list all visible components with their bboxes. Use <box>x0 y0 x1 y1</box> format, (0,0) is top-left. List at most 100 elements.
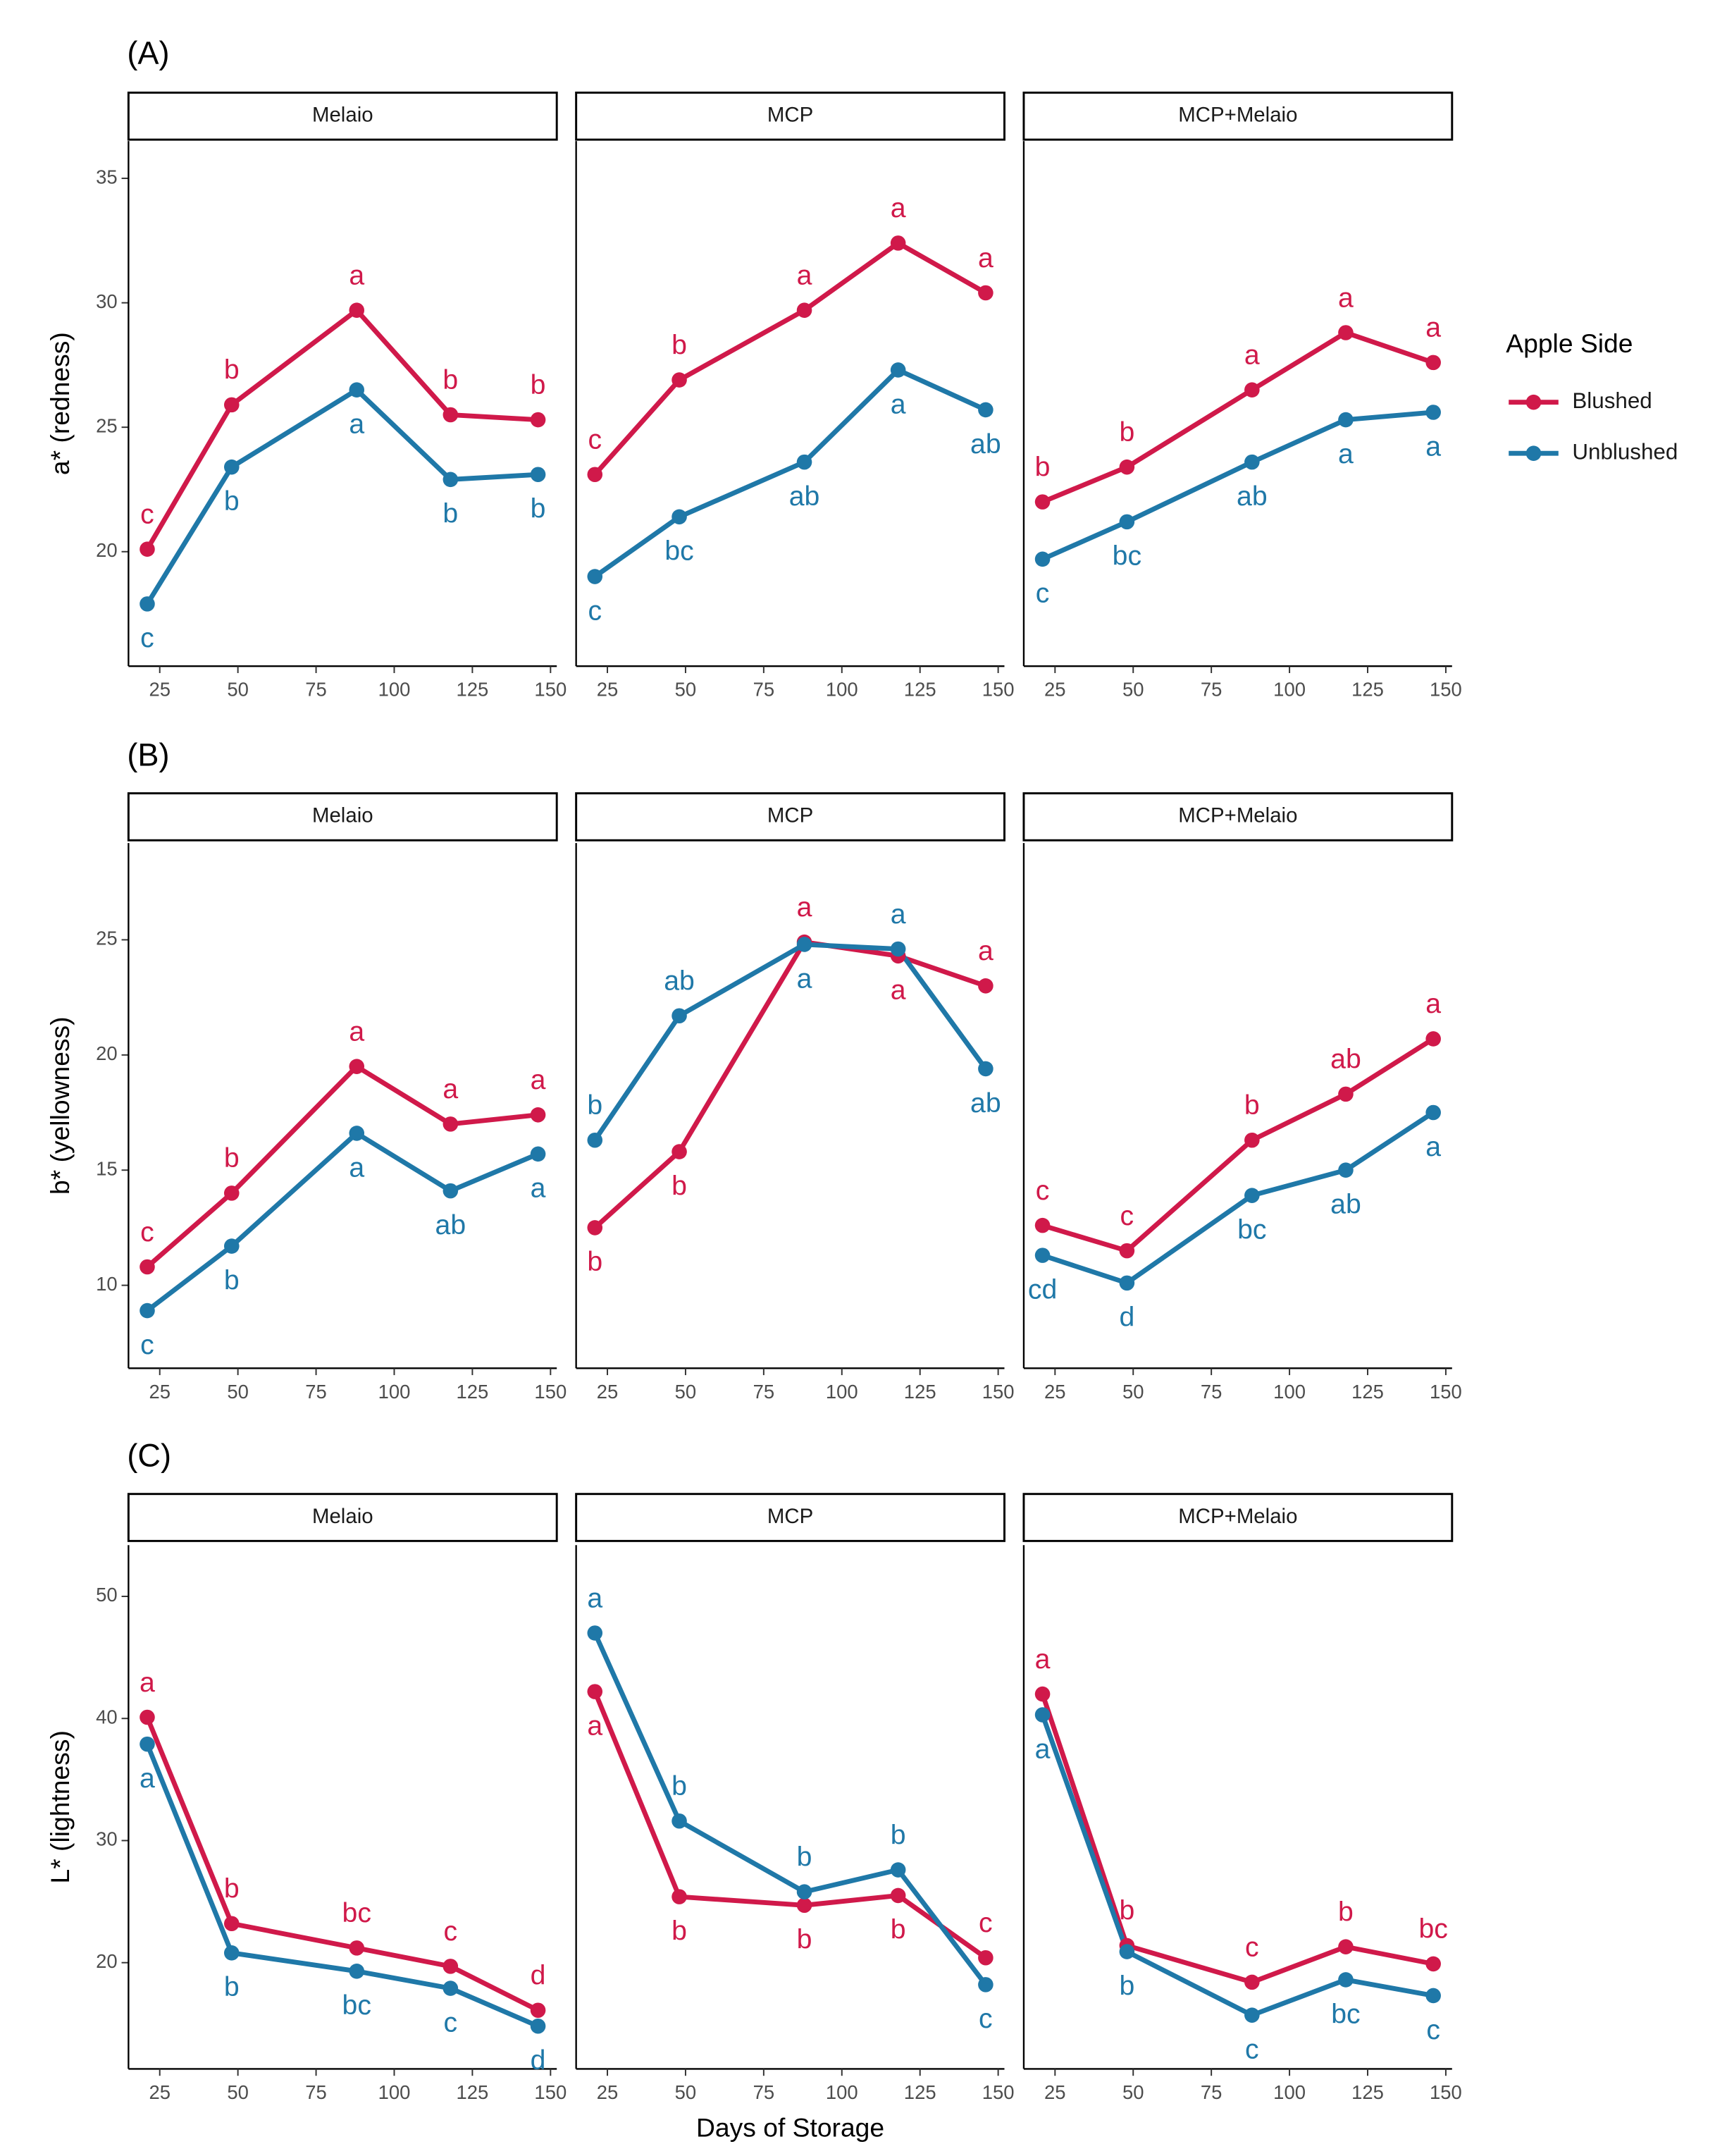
point <box>890 941 906 957</box>
x-tick-label: 125 <box>457 2081 489 2103</box>
significance-letter: c <box>1426 2015 1440 2045</box>
x-tick-label: 50 <box>675 1381 697 1403</box>
significance-letter: a <box>1035 1734 1051 1764</box>
significance-letter: c <box>979 2004 993 2034</box>
significance-letter: b <box>224 1874 240 1904</box>
significance-letter: a <box>797 963 812 994</box>
point <box>349 382 365 398</box>
y-axis-label: L* (lightness) <box>45 1730 75 1883</box>
significance-letter: a <box>797 261 812 291</box>
significance-letter: a <box>891 193 906 223</box>
point <box>1338 412 1354 428</box>
x-tick-label: 150 <box>982 679 1015 701</box>
significance-letter: ab <box>789 481 820 512</box>
significance-letter: c <box>140 500 154 530</box>
legend-swatch <box>1525 394 1542 410</box>
point <box>1034 551 1051 567</box>
significance-letter: c <box>444 1916 458 1947</box>
strip-label: Melaio <box>312 1505 373 1528</box>
x-tick-label: 75 <box>305 2081 327 2103</box>
x-tick-label: 75 <box>753 1381 775 1403</box>
point <box>796 1884 812 1899</box>
significance-letter: c <box>1036 579 1050 609</box>
series-line <box>145 1063 538 1269</box>
point <box>978 1061 994 1077</box>
point <box>671 509 687 525</box>
strip-label: MCP <box>767 1505 813 1528</box>
x-tick-label: 150 <box>982 2081 1015 2103</box>
significance-letter: b <box>224 486 240 517</box>
significance-letter: cd <box>1028 1274 1057 1305</box>
series-line <box>145 1130 539 1313</box>
significance-letter: a <box>531 1065 546 1095</box>
point <box>530 412 546 428</box>
series-line <box>1040 1693 1434 1985</box>
y-axis-label: a* (redness) <box>45 332 75 475</box>
significance-letter: a <box>349 1016 364 1047</box>
point <box>978 1949 994 1966</box>
y-axis-label: b* (yellowness) <box>45 1016 75 1195</box>
significance-letter: c <box>444 2007 458 2038</box>
significance-letter: ab <box>1330 1045 1361 1075</box>
y-tick-label: 25 <box>96 928 118 949</box>
significance-letter: b <box>587 1247 602 1277</box>
x-tick-label: 125 <box>904 2081 936 2103</box>
point <box>223 397 240 413</box>
point <box>587 1684 603 1699</box>
series-line <box>145 386 538 605</box>
significance-letter: bc <box>1237 1215 1266 1245</box>
y-tick-label: 40 <box>96 1706 118 1727</box>
point <box>890 235 906 251</box>
point <box>223 1185 240 1201</box>
point <box>890 362 906 378</box>
point <box>671 1813 687 1829</box>
significance-letter: b <box>671 1916 687 1946</box>
x-tick-label: 25 <box>149 679 171 701</box>
significance-letter: a <box>442 1074 458 1104</box>
y-tick-label: 50 <box>96 1584 118 1606</box>
significance-letter: b <box>442 499 458 529</box>
point <box>796 1897 812 1914</box>
point <box>978 978 994 994</box>
significance-letter: bc <box>1113 541 1141 572</box>
point <box>349 1059 365 1074</box>
strip <box>1022 792 1454 842</box>
point <box>1425 1031 1441 1047</box>
point <box>1034 1217 1051 1233</box>
significance-letter: a <box>1338 439 1354 469</box>
significance-letter: bc <box>342 1990 371 2021</box>
significance-letter: b <box>531 494 546 524</box>
significance-letter: b <box>1035 452 1051 482</box>
point <box>442 1959 459 1974</box>
point <box>796 454 812 470</box>
point <box>671 372 687 388</box>
significance-letter: b <box>442 365 458 395</box>
x-tick-label: 75 <box>753 679 775 701</box>
series-line <box>593 1632 988 1986</box>
strip-label: Melaio <box>312 104 373 127</box>
x-tick-label: 125 <box>904 679 936 701</box>
x-tick-label: 50 <box>227 1381 249 1403</box>
series-line <box>144 1716 540 2013</box>
significance-letter: d <box>531 1961 546 1991</box>
significance-letter: b <box>1338 1897 1354 1927</box>
significance-letter: a <box>587 1583 602 1613</box>
significance-letter: a <box>1425 431 1441 462</box>
x-tick-label: 75 <box>305 1381 327 1403</box>
y-tick-label: 10 <box>96 1273 118 1295</box>
significance-letter: ab <box>1330 1190 1361 1220</box>
x-tick-label: 50 <box>675 679 697 701</box>
strip-label: Melaio <box>312 804 373 827</box>
legend-swatch <box>1525 445 1542 462</box>
significance-letter: c <box>979 1908 993 1938</box>
series-line <box>1041 1110 1435 1286</box>
strip <box>1022 91 1454 141</box>
point <box>890 1887 906 1904</box>
legend-title: Apple Side <box>1506 328 1633 358</box>
significance-letter: c <box>588 596 602 626</box>
significance-letter: b <box>587 1090 602 1121</box>
x-tick-label: 150 <box>1430 1381 1462 1403</box>
point <box>530 1107 546 1123</box>
point <box>1244 1132 1260 1148</box>
significance-letter: b <box>531 370 546 400</box>
